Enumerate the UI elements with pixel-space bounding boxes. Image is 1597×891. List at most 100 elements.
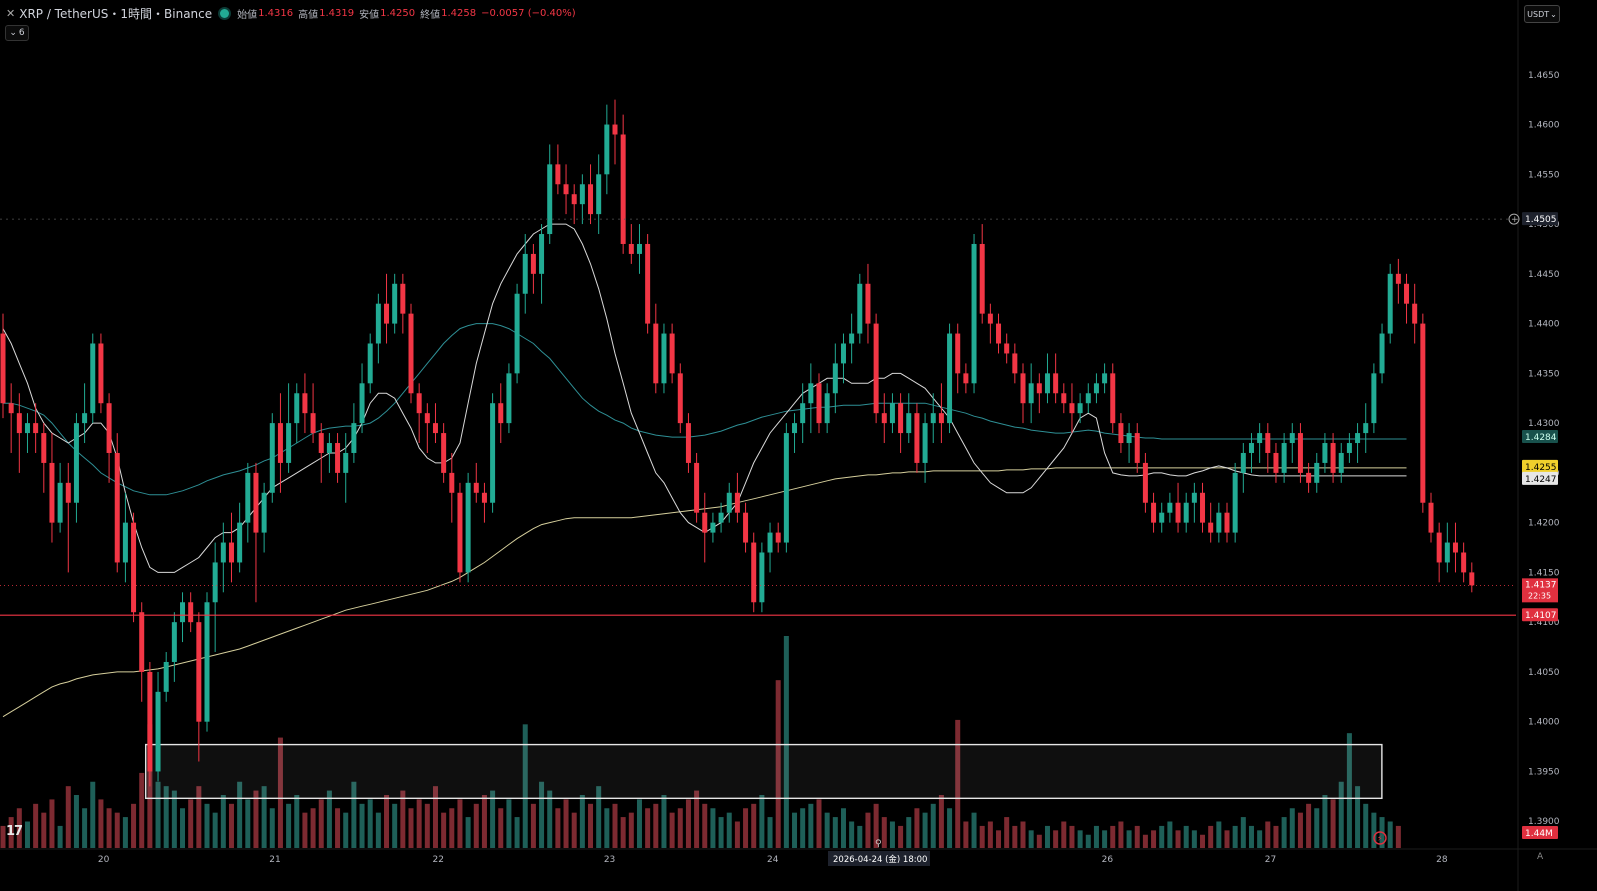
candle-body bbox=[171, 622, 177, 662]
volume-bar bbox=[1240, 817, 1246, 848]
candle-body bbox=[1363, 423, 1369, 434]
cursor-price-badge: 1.4505 bbox=[1525, 215, 1557, 225]
volume-bar bbox=[1036, 834, 1042, 848]
currency-button[interactable]: USDT ⌄ bbox=[1524, 5, 1560, 23]
candle-body bbox=[898, 403, 904, 434]
volume-bar bbox=[416, 799, 422, 848]
volume-bar bbox=[1346, 733, 1352, 848]
candle-body bbox=[1167, 502, 1173, 513]
candle-body bbox=[1379, 333, 1385, 374]
indicator-toggle-button[interactable]: ⌄ 6 bbox=[5, 25, 29, 41]
volume-bar bbox=[506, 799, 512, 848]
volume-bar bbox=[636, 799, 642, 848]
volume-bar bbox=[734, 821, 740, 848]
y-tick-label: 1.4300 bbox=[1528, 419, 1560, 429]
volume-bar bbox=[41, 812, 47, 848]
candle-body bbox=[481, 492, 487, 503]
volume-bar bbox=[400, 790, 406, 848]
candle-body bbox=[1036, 383, 1042, 394]
volume-bar bbox=[163, 786, 169, 848]
candle-body bbox=[424, 413, 430, 424]
candle-body bbox=[1420, 323, 1426, 503]
x-tick-label: 27 bbox=[1265, 855, 1276, 865]
candle-body bbox=[1159, 512, 1165, 523]
volume-bar bbox=[702, 803, 708, 848]
candle-body bbox=[498, 403, 504, 424]
candle-body bbox=[1183, 502, 1189, 523]
candle-body bbox=[24, 423, 30, 434]
candle-body bbox=[408, 313, 414, 394]
candle-body bbox=[122, 522, 128, 563]
volume-bar bbox=[449, 808, 455, 848]
cursor-price-badge-bg bbox=[1522, 212, 1558, 226]
candle-body bbox=[832, 363, 838, 394]
candle-body bbox=[1412, 303, 1418, 324]
volume-bar bbox=[938, 795, 944, 848]
volume-bar bbox=[1167, 821, 1173, 848]
add-alert-icon[interactable] bbox=[1508, 213, 1520, 225]
candle-body bbox=[253, 472, 259, 533]
volume-bar bbox=[1044, 825, 1050, 848]
volume-bar bbox=[996, 830, 1002, 848]
candle-body bbox=[775, 532, 781, 543]
replay-icon[interactable] bbox=[1373, 831, 1387, 845]
volume-bar bbox=[612, 803, 618, 848]
volume-bar bbox=[1175, 830, 1181, 848]
volume-bar bbox=[930, 803, 936, 848]
candle-body bbox=[188, 602, 194, 623]
candle-body bbox=[1469, 572, 1475, 586]
volume-bar bbox=[302, 812, 308, 848]
candle-body bbox=[539, 234, 545, 274]
volume-bar bbox=[743, 808, 749, 848]
volume-bar bbox=[212, 812, 218, 848]
volume-bar bbox=[1273, 825, 1279, 848]
volume-bar bbox=[16, 808, 22, 848]
ma-white-badge: 1.4247 bbox=[1525, 475, 1557, 485]
low-label: 安値 bbox=[359, 9, 380, 21]
x-tick-label: 28 bbox=[1436, 855, 1448, 865]
candle-body bbox=[718, 512, 724, 523]
candle-body bbox=[1093, 383, 1099, 394]
auto-scale-button[interactable]: A bbox=[1537, 852, 1544, 862]
candle-body bbox=[734, 492, 740, 513]
volume-bar bbox=[824, 812, 830, 848]
volume-bar bbox=[726, 812, 732, 848]
volume-bar bbox=[155, 781, 161, 848]
candle-body bbox=[294, 393, 300, 424]
y-tick-label: 1.4100 bbox=[1528, 618, 1560, 628]
candle-body bbox=[1355, 433, 1361, 444]
candle-body bbox=[114, 452, 120, 563]
tradingview-logo[interactable]: 17 bbox=[6, 824, 23, 839]
candle-body bbox=[759, 552, 765, 603]
candle-body bbox=[889, 403, 895, 424]
candle-body bbox=[318, 433, 324, 453]
candle-body bbox=[596, 174, 602, 215]
candle-body bbox=[1306, 472, 1312, 483]
crosshair-date-label: 2026-04-24 (金) 18:00 bbox=[833, 854, 927, 865]
candle-body bbox=[1444, 542, 1450, 563]
volume-badge: 1.44M bbox=[1525, 829, 1553, 839]
candle-body bbox=[302, 393, 308, 414]
candle-body bbox=[269, 423, 275, 493]
volume-bar bbox=[1387, 821, 1393, 848]
volume-bar bbox=[351, 781, 357, 848]
ma-teal-line bbox=[3, 323, 1407, 496]
candle-body bbox=[220, 542, 226, 563]
close-icon[interactable]: ✕ bbox=[6, 6, 16, 20]
high-label: 高値 bbox=[298, 9, 319, 21]
symbol-title[interactable]: XRP / TetherUS・1時間・Binance bbox=[19, 6, 213, 21]
volume-bar bbox=[685, 799, 691, 848]
candle-body bbox=[1216, 512, 1222, 533]
volume-bar bbox=[832, 817, 838, 848]
volume-bar bbox=[343, 812, 349, 848]
y-tick-label: 1.4350 bbox=[1528, 369, 1560, 379]
candle-body bbox=[131, 522, 137, 613]
candle-body bbox=[1142, 462, 1148, 503]
volume-bar bbox=[710, 808, 716, 848]
support-zone-rect[interactable] bbox=[145, 743, 1383, 800]
candle-body bbox=[808, 383, 814, 404]
candle-body bbox=[286, 423, 292, 463]
volume-bar bbox=[840, 808, 846, 848]
